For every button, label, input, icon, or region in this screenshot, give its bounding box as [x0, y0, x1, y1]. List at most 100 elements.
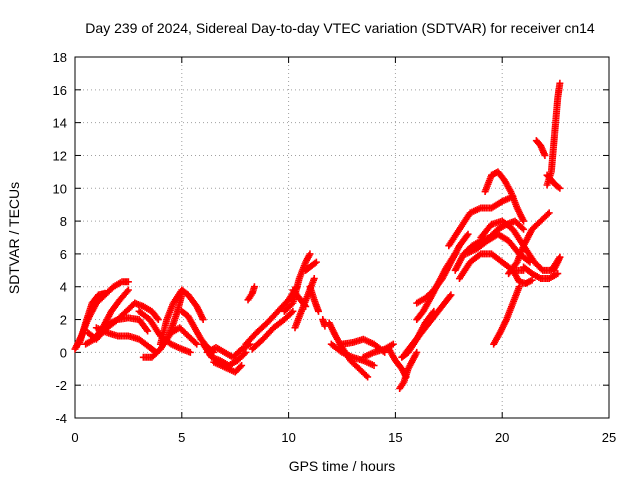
data-point — [321, 322, 329, 330]
data-point — [451, 250, 459, 258]
data-point — [311, 259, 319, 267]
x-axis-label: GPS time / hours — [289, 458, 396, 474]
series-track-9 — [131, 299, 162, 324]
data-point — [154, 316, 162, 324]
series-track-12 — [167, 324, 201, 348]
series-track-32 — [398, 307, 438, 361]
series-track-28 — [359, 340, 397, 361]
series-track-22 — [306, 283, 323, 315]
data-point — [186, 348, 194, 356]
x-tick-label: 15 — [388, 430, 402, 445]
series-track-21 — [302, 258, 320, 274]
data-point — [528, 276, 536, 284]
data-point — [429, 309, 437, 317]
series-track-30 — [396, 348, 421, 392]
series-track-38 — [455, 250, 528, 283]
series-track-41 — [490, 283, 523, 348]
data-point — [123, 287, 131, 295]
data-points — [71, 79, 564, 392]
y-tick-label: 8 — [60, 214, 67, 229]
data-point — [413, 348, 421, 356]
data-point — [124, 286, 132, 294]
y-tick-label: 2 — [60, 313, 67, 328]
data-point — [541, 151, 549, 159]
data-point — [153, 314, 161, 322]
series-track-45 — [509, 266, 536, 287]
data-point — [518, 224, 526, 232]
series-track-23 — [289, 286, 310, 310]
data-point — [389, 340, 397, 348]
x-tick-label: 25 — [602, 430, 616, 445]
series-track-17 — [248, 307, 297, 353]
data-point — [144, 327, 152, 335]
series-track-10 — [156, 286, 207, 348]
data-point — [101, 289, 109, 297]
series-track-6 — [92, 324, 160, 356]
x-tick-label: 10 — [281, 430, 295, 445]
data-point — [520, 217, 528, 225]
series-track-18 — [244, 283, 258, 304]
data-point — [240, 350, 248, 358]
plot-frame — [74, 56, 610, 419]
y-tick-label: 10 — [53, 181, 67, 196]
data-point — [193, 340, 201, 348]
data-point — [545, 209, 553, 217]
data-point — [475, 251, 483, 259]
data-point — [312, 258, 320, 266]
y-tick-label: 0 — [60, 345, 67, 360]
data-point — [362, 372, 370, 380]
series-track-43 — [520, 263, 562, 283]
data-point — [464, 230, 472, 238]
y-tick-label: 4 — [60, 280, 67, 295]
y-tick-label: 18 — [53, 50, 67, 65]
data-point — [364, 373, 372, 381]
data-point — [238, 361, 246, 369]
y-tick-label: -4 — [55, 411, 67, 426]
data-point — [242, 348, 250, 356]
x-tick-label: 0 — [71, 430, 78, 445]
data-point — [446, 292, 454, 300]
series-track-5 — [103, 314, 152, 335]
series-track-26 — [327, 340, 378, 369]
data-point — [301, 301, 309, 309]
data-point — [306, 250, 314, 258]
data-point — [236, 363, 244, 371]
y-tick-label: 6 — [60, 247, 67, 262]
data-point — [463, 232, 471, 240]
series-track-35 — [445, 192, 517, 250]
y-tick-label: 12 — [53, 148, 67, 163]
data-point — [191, 339, 199, 347]
y-axis-label: SDTVAR / TECUs — [6, 182, 22, 294]
series-track-49 — [549, 253, 564, 274]
data-point — [302, 302, 310, 310]
chart-title: Day 239 of 2024, Sidereal Day-to-day VTE… — [85, 20, 595, 36]
series-track-47 — [543, 79, 564, 189]
data-point — [143, 326, 151, 334]
data-point — [315, 307, 323, 315]
data-point — [199, 316, 207, 324]
series-track-48 — [543, 171, 564, 192]
data-point — [554, 270, 562, 278]
data-point — [447, 291, 455, 299]
series-track-2 — [75, 289, 109, 348]
y-tick-label: -2 — [55, 378, 67, 393]
data-point — [370, 361, 378, 369]
data-point — [289, 307, 297, 315]
x-tick-label: 20 — [495, 430, 509, 445]
data-point — [124, 278, 132, 286]
data-point — [556, 184, 564, 192]
y-tick-label: 14 — [53, 116, 67, 131]
series-track-34 — [413, 250, 459, 324]
data-point — [544, 210, 552, 218]
x-tick-label: 5 — [178, 430, 185, 445]
y-tick-label: 16 — [53, 83, 67, 98]
data-point — [430, 307, 438, 315]
data-point — [520, 225, 528, 233]
data-point — [310, 275, 318, 283]
series-track-46 — [532, 137, 549, 159]
series-track-39 — [462, 230, 534, 266]
data-point — [556, 253, 564, 261]
data-point — [554, 183, 562, 191]
series-track-36 — [481, 168, 528, 225]
